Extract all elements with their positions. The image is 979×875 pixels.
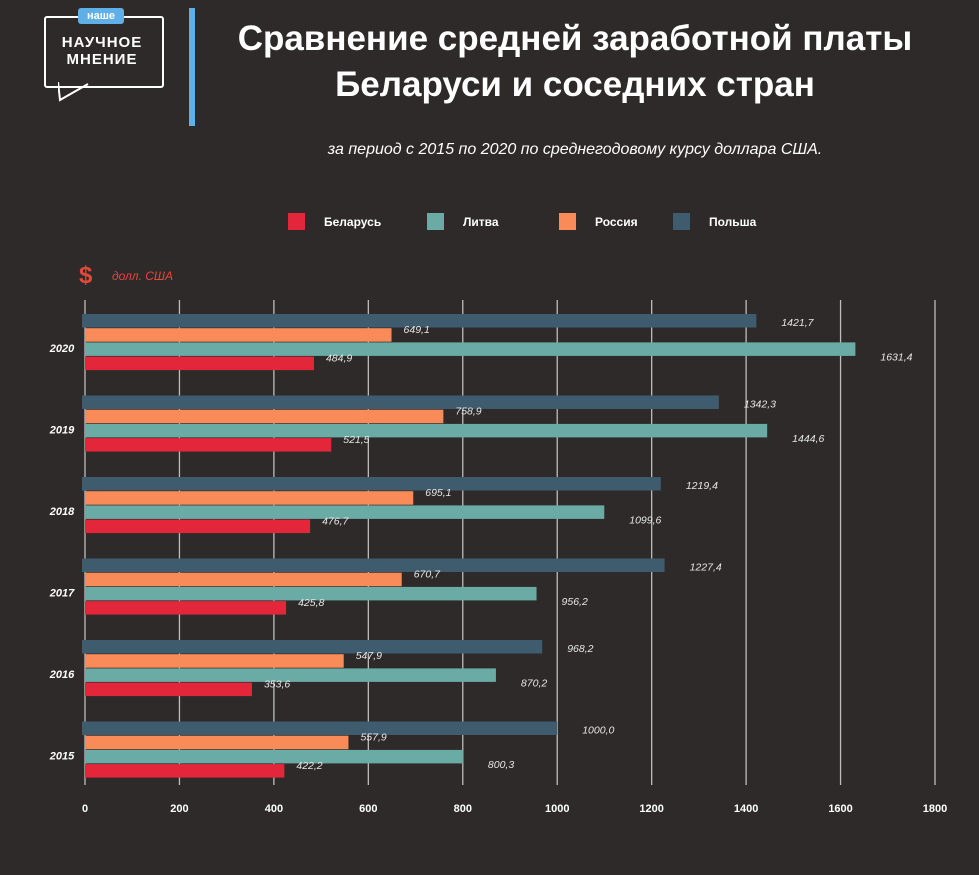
x-tick-label: 0 <box>82 803 88 815</box>
bar-Польша <box>82 721 558 735</box>
data-label: 758,9 <box>455 406 481 418</box>
legend-label: Польша <box>709 215 757 229</box>
data-label: 353,6 <box>264 679 290 691</box>
bar-Беларусь <box>85 356 314 371</box>
data-label: 1444,6 <box>792 433 824 445</box>
x-tick-label: 1600 <box>828 803 852 815</box>
data-label: 1099,6 <box>629 514 661 526</box>
legend-swatch <box>559 213 576 230</box>
bar-Россия <box>85 654 344 668</box>
y-category-label: 2018 <box>49 506 75 518</box>
data-label: 1342,3 <box>744 399 776 411</box>
bar-Литва <box>85 505 605 519</box>
dollar-icon: $ <box>79 262 93 289</box>
data-label: 422,2 <box>296 760 322 772</box>
bar-Литва <box>85 749 463 764</box>
legend-swatch <box>288 213 305 230</box>
bar-Беларусь <box>85 438 332 452</box>
x-tick-label: 1800 <box>923 803 947 815</box>
x-tick-label: 1400 <box>734 803 758 815</box>
data-label: 547,9 <box>356 650 382 662</box>
x-axis-unit-label: долл. США <box>112 269 173 283</box>
y-category-label: 2020 <box>49 343 75 355</box>
data-label: 476,7 <box>322 516 349 528</box>
bar-Литва <box>85 586 537 601</box>
x-tick-label: 1000 <box>545 803 569 815</box>
logo-speech-tail <box>58 82 89 102</box>
logo-tag: наше <box>78 8 124 24</box>
bar-Польша <box>82 477 661 491</box>
data-label: 695,1 <box>425 487 451 499</box>
bar-Россия <box>85 409 444 424</box>
bar-Польша <box>82 640 543 654</box>
title-accent-bar <box>189 8 195 126</box>
data-label: 484,9 <box>326 353 352 365</box>
bar-Беларусь <box>85 764 285 778</box>
y-category-label: 2016 <box>49 669 75 681</box>
data-label: 1000,0 <box>582 725 614 737</box>
data-label: 1219,4 <box>686 480 718 492</box>
bar-Польша <box>82 558 665 572</box>
bar-Литва <box>85 668 496 682</box>
bar-Литва <box>85 342 856 356</box>
data-label: 649,1 <box>404 324 430 336</box>
bar-Россия <box>85 491 414 505</box>
data-label: 670,7 <box>414 569 441 581</box>
bar-Беларусь <box>85 601 287 615</box>
data-label: 425,8 <box>298 597 324 609</box>
data-label: 521,5 <box>343 434 369 446</box>
legend-label: Литва <box>463 215 499 229</box>
y-category-label: 2017 <box>49 588 75 600</box>
data-label: 968,2 <box>567 643 593 655</box>
data-label: 557,9 <box>360 732 386 744</box>
y-category-label: 2015 <box>49 751 75 763</box>
x-tick-label: 800 <box>454 803 472 815</box>
legend-label: Россия <box>595 215 638 229</box>
data-label: 1227,4 <box>690 562 722 574</box>
x-tick-label: 600 <box>359 803 377 815</box>
chart-title: Сравнение средней заработной платы Белар… <box>237 19 913 104</box>
x-tick-label: 400 <box>265 803 283 815</box>
data-label: 1421,7 <box>781 317 814 329</box>
bar-Россия <box>85 328 392 342</box>
bar-Польша <box>82 314 757 328</box>
data-label: 870,2 <box>521 677 547 689</box>
bar-Беларусь <box>85 682 252 697</box>
bar-Россия <box>85 572 402 587</box>
data-label: 956,2 <box>562 596 588 608</box>
bar-Россия <box>85 735 349 750</box>
legend-swatch <box>673 213 690 230</box>
x-tick-label: 1200 <box>639 803 663 815</box>
bar-Польша <box>82 395 719 409</box>
logo-text: НАУЧНОЕ МНЕНИЕ <box>61 34 143 68</box>
data-label: 1631,4 <box>880 351 912 363</box>
data-label: 800,3 <box>488 759 514 771</box>
x-tick-label: 200 <box>170 803 188 815</box>
legend-swatch <box>427 213 444 230</box>
bar-Беларусь <box>85 519 311 534</box>
chart-subtitle: за период с 2015 по 2020 по среднегодово… <box>327 141 823 158</box>
bar-Литва <box>85 423 768 438</box>
y-category-label: 2019 <box>49 425 75 437</box>
legend-label: Беларусь <box>324 215 381 229</box>
